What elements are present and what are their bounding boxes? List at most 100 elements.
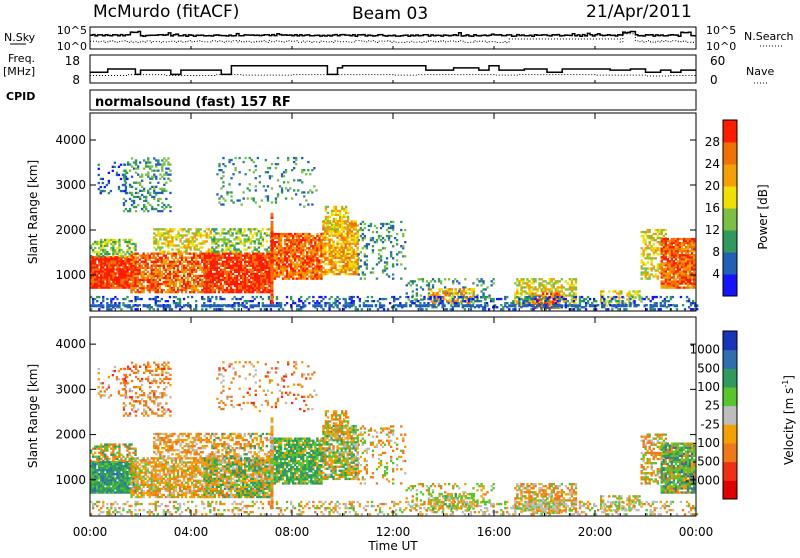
power-cell — [110, 266, 112, 268]
power-cell — [251, 197, 253, 199]
power-cell — [106, 243, 108, 245]
power-cell — [536, 288, 538, 290]
power-cell — [679, 268, 681, 270]
power-cell — [230, 291, 232, 293]
power-cell — [110, 190, 112, 192]
power-cell — [382, 223, 384, 225]
power-cell — [191, 285, 193, 287]
power-cell — [663, 246, 665, 248]
power-cell — [677, 276, 679, 278]
power-cell — [153, 176, 155, 178]
power-cell — [124, 282, 126, 284]
power-cell — [262, 269, 264, 271]
power-cell — [256, 228, 258, 230]
power-cell — [386, 223, 388, 225]
power-cell — [343, 210, 345, 212]
power-cell — [114, 258, 116, 260]
power-cell — [288, 273, 290, 275]
power-cell — [220, 283, 222, 285]
power-cell — [256, 255, 258, 257]
power-cell — [244, 289, 246, 291]
power-cell — [258, 283, 260, 285]
power-cell — [118, 243, 120, 245]
power-cell — [280, 261, 282, 263]
power-cell — [96, 280, 98, 282]
power-cell — [188, 238, 190, 240]
power-cell — [274, 245, 276, 247]
power-cell — [353, 267, 355, 269]
power-cell — [353, 263, 355, 265]
power-cell — [204, 259, 206, 261]
power-cell — [116, 262, 118, 264]
power-cell — [349, 265, 351, 267]
power-cell — [353, 241, 355, 243]
power-cell — [551, 290, 553, 292]
power-cell — [139, 267, 141, 269]
power-cell — [151, 283, 153, 285]
power-cell — [316, 235, 318, 237]
power-cell — [677, 274, 679, 276]
power-cell — [104, 274, 106, 276]
power-cell — [364, 223, 366, 225]
power-cell — [304, 267, 306, 269]
power-cell — [153, 279, 155, 281]
power-cell — [392, 278, 394, 280]
power-cell — [275, 201, 277, 203]
power-cell — [221, 228, 223, 230]
power-cell — [663, 280, 665, 282]
power-cell — [201, 298, 203, 300]
power-cell — [667, 250, 669, 252]
power-cell — [141, 267, 143, 269]
power-cell — [520, 302, 522, 304]
power-cell — [181, 265, 183, 267]
power-cell — [147, 253, 149, 255]
power-cell — [181, 263, 183, 265]
power-cell — [102, 276, 104, 278]
power-cell — [143, 206, 145, 208]
power-cell — [278, 261, 280, 263]
power-cell — [414, 280, 416, 282]
power-cell — [250, 291, 252, 293]
power-cell — [266, 287, 268, 289]
power-cell — [651, 261, 653, 263]
power-cell — [677, 266, 679, 268]
power-cell — [208, 248, 210, 250]
power-cell — [318, 249, 320, 251]
power-cell — [288, 263, 290, 265]
power-cell — [145, 200, 147, 202]
power-cell — [308, 302, 310, 304]
power-cell — [163, 283, 165, 285]
power-cell — [259, 175, 261, 177]
power-cell — [390, 221, 392, 223]
power-cell — [214, 253, 216, 255]
power-cell — [316, 233, 318, 235]
power-cell — [155, 302, 157, 304]
power-cell — [147, 159, 149, 161]
power-cell — [250, 228, 252, 230]
power-cell — [279, 185, 281, 187]
power-cell — [370, 271, 372, 273]
power-cell — [571, 280, 573, 282]
power-cell — [643, 237, 645, 239]
power-cell — [328, 302, 330, 304]
power-cell — [116, 284, 118, 286]
power-cell — [316, 259, 318, 261]
power-cell — [667, 246, 669, 248]
power-cell — [222, 285, 224, 287]
power-cell — [211, 240, 213, 242]
power-cell — [232, 291, 234, 293]
power-cell — [149, 289, 151, 291]
power-cell — [98, 264, 100, 266]
power-cell — [127, 163, 129, 165]
power-cell — [663, 284, 665, 286]
power-cell — [145, 255, 147, 257]
power-cell — [316, 251, 318, 253]
power-cell — [260, 265, 262, 267]
power-cell — [246, 261, 248, 263]
power-cell — [118, 280, 120, 282]
power-cell — [314, 269, 316, 271]
power-cell — [390, 241, 392, 243]
power-cell — [175, 302, 177, 304]
power-cell — [183, 271, 185, 273]
power-cell — [372, 249, 374, 251]
